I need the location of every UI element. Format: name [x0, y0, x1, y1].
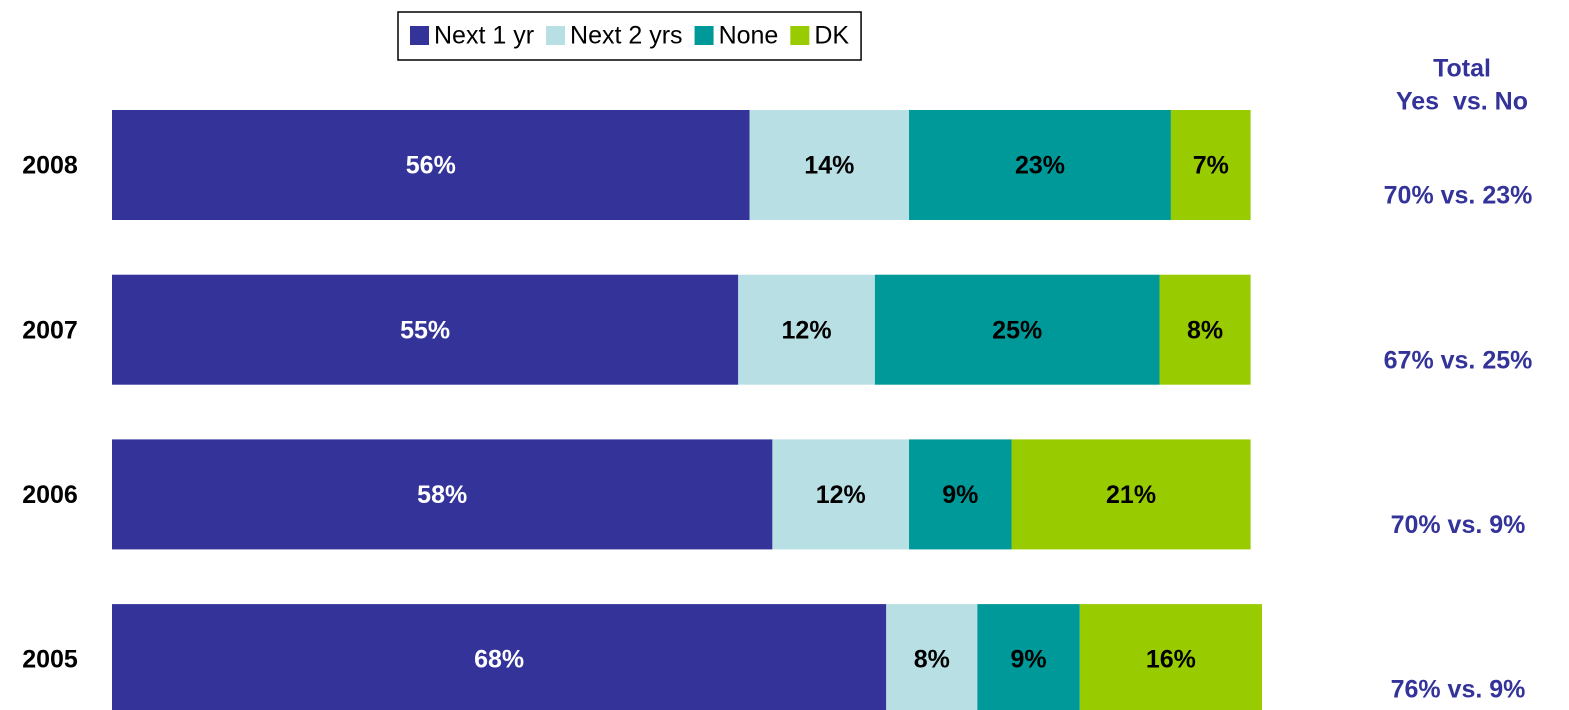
totals-title: Yes vs. No — [1396, 88, 1528, 116]
legend-label: Next 1 yr — [434, 22, 534, 50]
category-label: 2008 — [22, 152, 78, 180]
total-label: 70% vs. 9% — [1391, 511, 1526, 539]
value-label: 23% — [1015, 152, 1065, 180]
value-label: 68% — [474, 646, 524, 674]
value-label: 9% — [1011, 646, 1047, 674]
bar-segment — [909, 439, 1012, 550]
value-label: 7% — [1193, 152, 1229, 180]
bar-segment — [874, 274, 1160, 385]
value-label: 14% — [804, 152, 854, 180]
value-label: 21% — [1106, 481, 1156, 509]
category-label: 2007 — [22, 316, 78, 344]
value-label: 55% — [400, 316, 450, 344]
totals-title: Total — [1433, 55, 1491, 83]
legend-swatch — [790, 26, 810, 45]
bar-segment — [909, 110, 1171, 220]
value-label: 12% — [816, 481, 866, 509]
bar-segment — [738, 274, 875, 385]
value-label: 8% — [914, 646, 950, 674]
bar-segment — [112, 604, 887, 710]
bar-segment — [772, 439, 910, 550]
legend-label: Next 2 yrs — [570, 22, 683, 50]
total-label: 67% vs. 25% — [1384, 346, 1533, 374]
value-label: 8% — [1187, 316, 1223, 344]
value-label: 58% — [417, 481, 467, 509]
legend-box — [397, 11, 862, 61]
bar-segment — [1011, 439, 1251, 550]
bar-segment — [749, 110, 910, 220]
bar-segment — [112, 110, 750, 220]
total-label: 76% vs. 9% — [1391, 676, 1526, 704]
bar-segment — [886, 604, 978, 710]
legend-swatch — [410, 26, 429, 45]
bar-segment — [112, 439, 773, 550]
bar-segment — [1079, 604, 1262, 710]
bar-segment — [977, 604, 1080, 710]
category-label: 2006 — [22, 481, 78, 509]
value-label: 25% — [992, 316, 1042, 344]
value-label: 16% — [1146, 646, 1196, 674]
bar-segment — [112, 274, 739, 385]
value-label: 9% — [942, 481, 978, 509]
legend-swatch — [694, 26, 714, 45]
bar-segment — [1159, 274, 1251, 385]
legend-label: None — [719, 22, 779, 50]
legend-swatch — [546, 26, 566, 45]
bar-segment — [1170, 110, 1251, 220]
value-label: 56% — [406, 152, 456, 180]
total-label: 70% vs. 23% — [1384, 182, 1533, 210]
value-label: 12% — [782, 316, 832, 344]
legend-label: DK — [814, 22, 849, 50]
category-label: 2005 — [22, 646, 78, 674]
